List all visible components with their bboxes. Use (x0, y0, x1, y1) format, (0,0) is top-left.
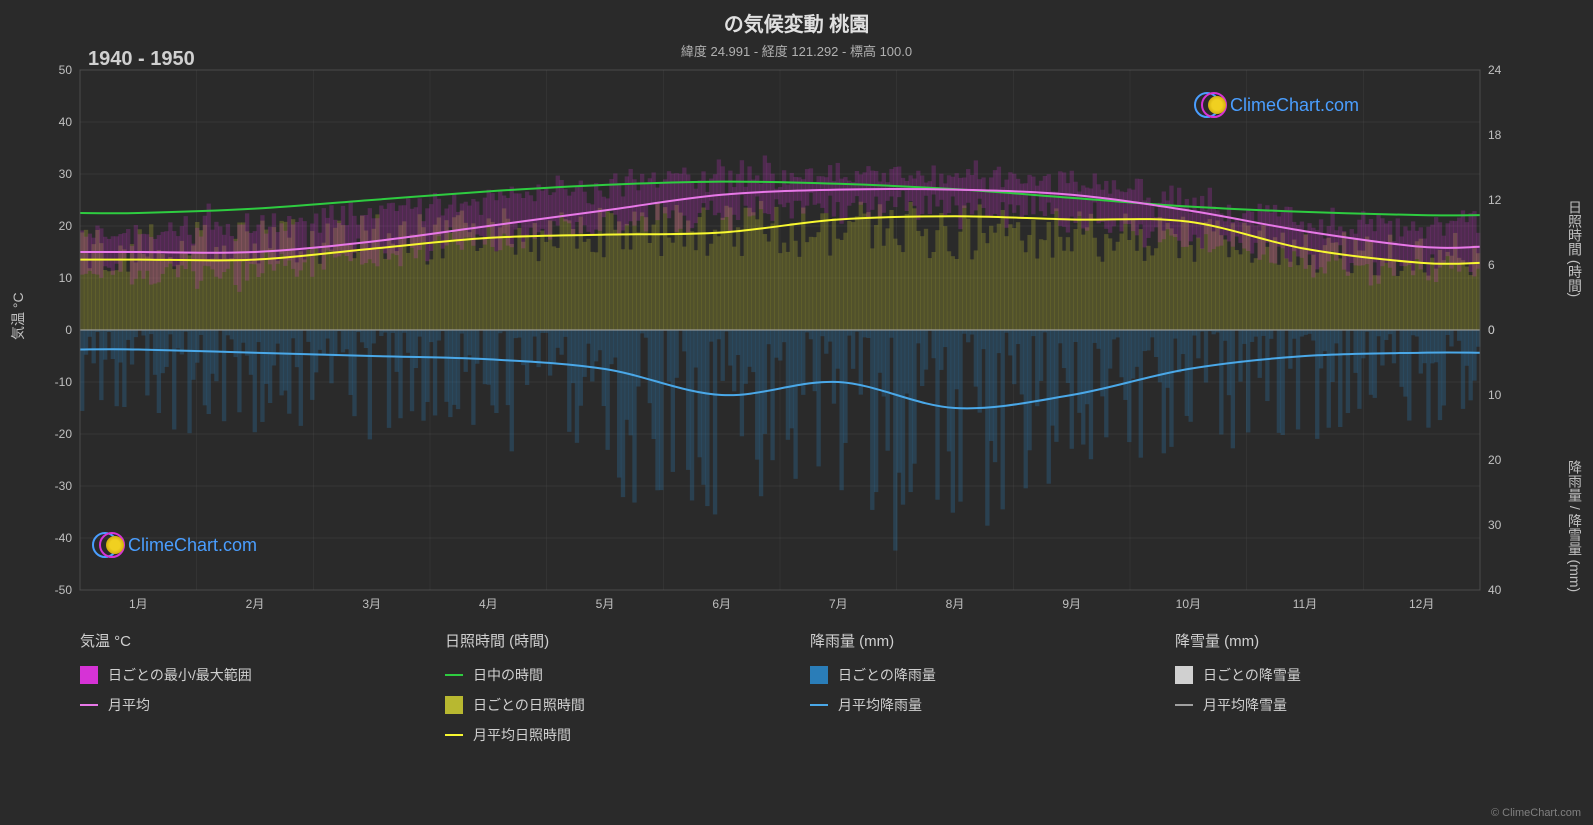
legend-swatch (445, 674, 463, 676)
svg-text:-10: -10 (55, 375, 73, 389)
legend-label: 月平均 (108, 695, 150, 715)
legend-swatch (80, 666, 98, 684)
svg-text:6: 6 (1488, 258, 1495, 272)
legend-group: 気温 °C 日ごとの最小/最大範囲月平均 (80, 630, 385, 755)
x-tick: 10月 (1176, 595, 1201, 612)
legend-group-title: 気温 °C (80, 630, 385, 651)
legend-swatch (810, 704, 828, 706)
svg-text:12: 12 (1488, 193, 1502, 207)
legend-label: 日ごとの最小/最大範囲 (108, 665, 252, 685)
legend-label: 日中の時間 (473, 665, 543, 685)
svg-text:30: 30 (1488, 518, 1502, 532)
legend-group-title: 日照時間 (時間) (445, 630, 750, 651)
svg-text:10: 10 (1488, 388, 1502, 402)
x-tick: 1月 (129, 595, 148, 612)
svg-text:50: 50 (59, 63, 73, 77)
x-tick: 7月 (829, 595, 848, 612)
climate-chart: の気候変動 桃園 緯度 24.991 - 経度 121.292 - 標高 100… (0, 0, 1593, 825)
svg-text:-30: -30 (55, 479, 73, 493)
legend-item: 日ごとの降雨量 (810, 665, 1115, 685)
x-tick: 3月 (362, 595, 381, 612)
svg-text:0: 0 (1488, 323, 1495, 337)
legend-group: 降雨量 (mm) 日ごとの降雨量月平均降雨量 (810, 630, 1115, 755)
legend-label: 日ごとの日照時間 (473, 695, 585, 715)
x-tick: 5月 (596, 595, 615, 612)
x-tick: 6月 (712, 595, 731, 612)
svg-text:20: 20 (1488, 453, 1502, 467)
legend-item: 月平均降雪量 (1175, 695, 1480, 715)
legend-item: 日ごとの降雪量 (1175, 665, 1480, 685)
x-tick: 11月 (1293, 595, 1317, 612)
legend-item: 月平均降雨量 (810, 695, 1115, 715)
legend-item: 日中の時間 (445, 665, 750, 685)
svg-text:40: 40 (1488, 583, 1502, 597)
logo-text: ClimeChart.com (128, 535, 257, 556)
logo-text: ClimeChart.com (1230, 95, 1359, 116)
svg-text:-20: -20 (55, 427, 73, 441)
svg-text:18: 18 (1488, 128, 1502, 142)
climechart-logo: ClimeChart.com (92, 530, 257, 560)
legend-label: 日ごとの降雪量 (1203, 665, 1301, 685)
legend-swatch (80, 704, 98, 706)
climechart-logo: ClimeChart.com (1194, 90, 1359, 120)
svg-text:20: 20 (59, 219, 73, 233)
legend-group: 降雪量 (mm) 日ごとの降雪量月平均降雪量 (1175, 630, 1480, 755)
legend-swatch (1175, 666, 1193, 684)
legend-swatch (810, 666, 828, 684)
x-tick: 4月 (479, 595, 498, 612)
x-tick: 2月 (246, 595, 265, 612)
legend-swatch (445, 696, 463, 714)
legend-group-title: 降雨量 (mm) (810, 630, 1115, 651)
svg-text:24: 24 (1488, 63, 1502, 77)
copyright: © ClimeChart.com (1491, 807, 1581, 819)
svg-text:40: 40 (59, 115, 73, 129)
legend-group-title: 降雪量 (mm) (1175, 630, 1480, 651)
legend-group: 日照時間 (時間) 日中の時間日ごとの日照時間月平均日照時間 (445, 630, 750, 755)
legend-label: 月平均日照時間 (473, 725, 571, 745)
legend-label: 日ごとの降雨量 (838, 665, 936, 685)
x-tick: 8月 (946, 595, 965, 612)
legend-swatch (445, 734, 463, 736)
svg-text:0: 0 (65, 323, 72, 337)
svg-text:30: 30 (59, 167, 73, 181)
legend-label: 月平均降雪量 (1203, 695, 1287, 715)
logo-icon (1194, 90, 1224, 120)
svg-text:-50: -50 (55, 583, 73, 597)
x-tick: 9月 (1062, 595, 1081, 612)
x-axis: 1月 2月 3月 4月 5月 6月 7月 8月 9月 10月 11月 12月 (80, 595, 1480, 615)
logo-icon (92, 530, 122, 560)
x-tick: 12月 (1409, 595, 1434, 612)
legend-item: 月平均日照時間 (445, 725, 750, 745)
legend-item: 月平均 (80, 695, 385, 715)
legend-label: 月平均降雨量 (838, 695, 922, 715)
svg-text:-40: -40 (55, 531, 73, 545)
legend: 気温 °C 日ごとの最小/最大範囲月平均 日照時間 (時間) 日中の時間日ごとの日照時… (80, 630, 1480, 755)
svg-text:10: 10 (59, 271, 73, 285)
legend-swatch (1175, 704, 1193, 706)
legend-item: 日ごとの日照時間 (445, 695, 750, 715)
legend-item: 日ごとの最小/最大範囲 (80, 665, 385, 685)
